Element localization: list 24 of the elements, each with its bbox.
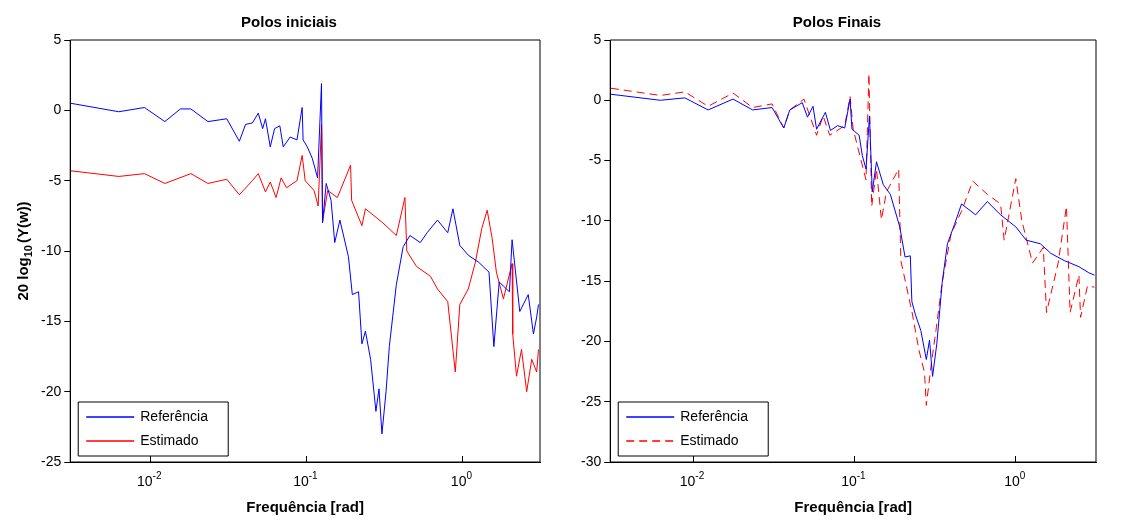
chart-title: Polos iniciais (241, 13, 337, 31)
x-axis-title: Frequência [rad] (794, 498, 912, 516)
legend-label: Referência (140, 407, 209, 424)
chart-title: Polos Finais (792, 13, 882, 31)
y-tick-label: -20 (41, 382, 62, 399)
legend-label: Estimado (680, 431, 739, 448)
y-tick-label: -30 (581, 452, 602, 469)
y-tick-label: 0 (53, 101, 62, 118)
y-tick-label: -5 (588, 151, 602, 168)
legend-label: Estimado (140, 431, 199, 448)
y-tick-label: -25 (581, 392, 602, 409)
y-tick-label: -15 (581, 272, 602, 288)
y-tick-label: 5 (593, 30, 602, 47)
y-tick-label: -10 (41, 241, 62, 258)
y-tick-label: -10 (581, 211, 602, 228)
x-axis-title: Frequência [rad] (246, 498, 364, 516)
y-tick-label: -15 (41, 312, 62, 329)
y-tick-label: -20 (581, 332, 602, 349)
legend-label: Referência (680, 407, 749, 424)
y-tick-label: 5 (53, 30, 62, 47)
y-tick-label: -25 (41, 452, 62, 469)
y-axis-title: 20 log10(Y(w)) (14, 201, 34, 301)
y-tick-label: 0 (593, 91, 602, 108)
y-tick-label: -5 (48, 171, 62, 188)
